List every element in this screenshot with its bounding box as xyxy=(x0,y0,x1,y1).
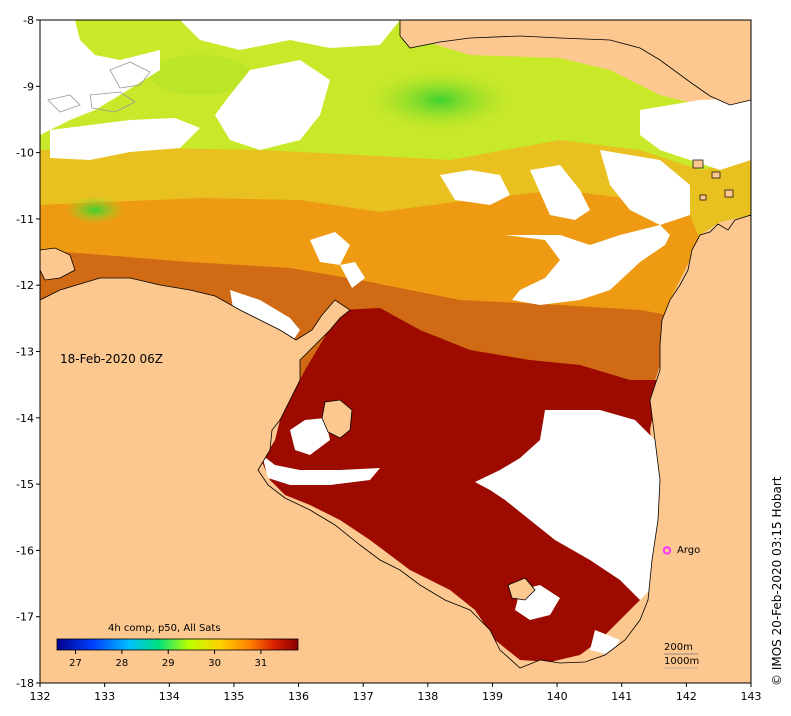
lon-tick-label: 139 xyxy=(482,690,503,703)
lat-tick-label: -12 xyxy=(16,279,34,292)
lat-tick-label: -15 xyxy=(16,478,34,491)
lon-tick-label: 136 xyxy=(288,690,309,703)
lat-tick-label: -18 xyxy=(16,677,34,690)
lat-tick-label: -13 xyxy=(16,346,34,359)
colorbar-tick-label: 30 xyxy=(208,658,221,669)
colorbar-title: 4h comp, p50, All Sats xyxy=(108,623,221,634)
colorbar-tick-label: 31 xyxy=(255,658,268,669)
lat-tick-label: -14 xyxy=(16,412,34,425)
sst-colorbar: 4h comp, p50, All Sats 27 28 29 30 31 xyxy=(56,623,299,669)
lat-tick-label: -10 xyxy=(16,147,34,160)
cloud-mask xyxy=(40,20,751,655)
argo-label: Argo xyxy=(677,545,700,556)
lon-tick-label: 134 xyxy=(159,690,180,703)
colorbar-tick-label: 29 xyxy=(162,658,175,669)
lon-tick-label: 138 xyxy=(417,690,438,703)
lon-tick-label: 141 xyxy=(611,690,632,703)
depth-label-200m: 200m xyxy=(664,642,693,653)
colorbar-gradient xyxy=(56,638,299,651)
credit-text: © IMOS 20-Feb-2020 03:15 Hobart xyxy=(770,476,784,686)
argo-float-marker xyxy=(662,546,672,555)
depth-contour-legend: 200m 1000m xyxy=(664,642,699,669)
lat-tick-label: -11 xyxy=(16,213,34,226)
lat-tick-label: -17 xyxy=(16,611,34,624)
lon-tick-label: 142 xyxy=(676,690,697,703)
colorbar-tick-label: 28 xyxy=(116,658,129,669)
longitude-axis: 132 133 134 135 136 137 138 139 140 141 142 143 xyxy=(30,683,762,703)
lon-tick-label: 132 xyxy=(30,690,51,703)
latitude-axis: -8 -9 -10 -11 -12 -13 -14 -15 -16 -17 -18 xyxy=(16,14,40,690)
map-plot-area xyxy=(40,20,751,683)
lon-tick-label: 133 xyxy=(94,690,115,703)
lat-tick-label: -9 xyxy=(23,80,34,93)
lon-tick-label: 140 xyxy=(547,690,568,703)
depth-label-1000m: 1000m xyxy=(664,656,699,667)
lon-tick-label: 137 xyxy=(353,690,374,703)
lat-tick-label: -16 xyxy=(16,544,34,557)
lat-tick-label: -8 xyxy=(23,14,34,27)
date-label: 18-Feb-2020 06Z xyxy=(60,352,163,366)
land-masses xyxy=(40,20,751,683)
lon-tick-label: 135 xyxy=(223,690,244,703)
colorbar-tick-label: 27 xyxy=(69,658,82,669)
lon-tick-label: 143 xyxy=(741,690,762,703)
